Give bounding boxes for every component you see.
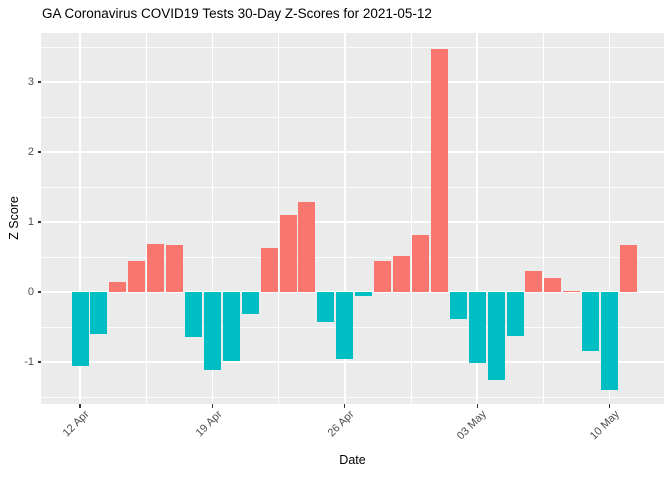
bar-2021-04-28 [374, 261, 392, 292]
x-axis-tick [608, 404, 611, 408]
gridline-minor-vertical [145, 33, 147, 404]
gridline-major-horizontal [41, 221, 664, 223]
bar-2021-05-01 [430, 49, 448, 292]
gridline-minor-vertical [410, 33, 412, 404]
y-axis-tick-label: 1 [27, 216, 34, 228]
bar-2021-04-21 [241, 292, 259, 315]
y-axis-tick-label: -1 [24, 356, 34, 368]
bar-2021-04-25 [317, 292, 335, 323]
bar-2021-05-05 [506, 292, 524, 337]
bar-2021-04-30 [411, 235, 429, 292]
x-axis-title: Date [339, 453, 366, 467]
x-axis-tick-label: 10 May [587, 408, 622, 443]
gridline-major-vertical [79, 33, 81, 404]
gridline-minor-horizontal [41, 186, 664, 188]
bar-2021-05-02 [449, 292, 467, 319]
y-axis-tick [37, 81, 41, 83]
bar-2021-05-03 [468, 292, 486, 364]
bar-2021-05-06 [525, 271, 543, 292]
x-axis-tick-label: 03 May [454, 408, 489, 443]
gridline-minor-horizontal [41, 256, 664, 258]
bar-2021-04-23 [279, 215, 297, 292]
gridline-major-vertical [211, 33, 214, 404]
bar-2021-05-08 [563, 290, 581, 292]
bar-2021-05-11 [620, 245, 637, 292]
y-axis-tick [37, 291, 41, 293]
x-axis-tick [211, 404, 213, 408]
bar-2021-04-14 [109, 281, 127, 292]
bar-2021-04-13 [90, 292, 108, 334]
bar-2021-04-16 [147, 243, 165, 292]
bar-2021-04-12 [71, 292, 89, 367]
y-axis-tick [37, 151, 41, 153]
x-axis-tick [344, 404, 346, 408]
x-axis-tick [476, 404, 478, 408]
x-axis-tick [79, 404, 81, 408]
bar-2021-04-27 [355, 292, 373, 296]
bar-2021-05-09 [582, 292, 600, 351]
gridline-minor-horizontal [41, 46, 664, 48]
bar-2021-04-18 [184, 292, 202, 337]
bar-2021-04-29 [393, 256, 411, 292]
bar-2021-04-22 [260, 247, 278, 292]
gridline-minor-vertical [278, 33, 279, 404]
gridline-major-horizontal [41, 151, 664, 153]
bar-2021-04-26 [336, 292, 354, 360]
gridline-major-vertical [344, 33, 346, 404]
x-axis-tick-label: 12 Apr [60, 408, 92, 440]
gridline-major-horizontal [41, 361, 664, 363]
bar-2021-05-07 [544, 278, 562, 292]
gridline-major-vertical [476, 33, 478, 404]
gridline-minor-horizontal [41, 116, 664, 118]
bar-2021-04-20 [222, 292, 240, 362]
bar-2021-04-17 [166, 245, 184, 292]
chart-title: GA Coronavirus COVID19 Tests 30-Day Z-Sc… [42, 6, 432, 21]
x-axis-tick-label: 19 Apr [193, 408, 225, 440]
y-axis-tick-label: 2 [27, 146, 34, 158]
gridline-major-horizontal [41, 81, 664, 83]
bar-2021-04-19 [203, 292, 221, 370]
x-axis-tick-label: 26 Apr [325, 408, 357, 440]
gridline-minor-vertical [542, 33, 544, 404]
bar-2021-05-10 [601, 292, 619, 390]
y-axis-tick-label: 3 [27, 76, 34, 88]
y-axis-tick [37, 221, 41, 223]
gridline-minor-horizontal [41, 396, 664, 398]
plot-panel [41, 33, 664, 404]
bar-2021-04-24 [298, 201, 316, 292]
bar-2021-04-15 [128, 260, 146, 292]
y-axis-tick-label: 0 [27, 286, 34, 298]
bar-2021-05-04 [487, 292, 505, 381]
y-axis-tick [37, 361, 41, 363]
gridline-major-vertical [608, 33, 611, 404]
